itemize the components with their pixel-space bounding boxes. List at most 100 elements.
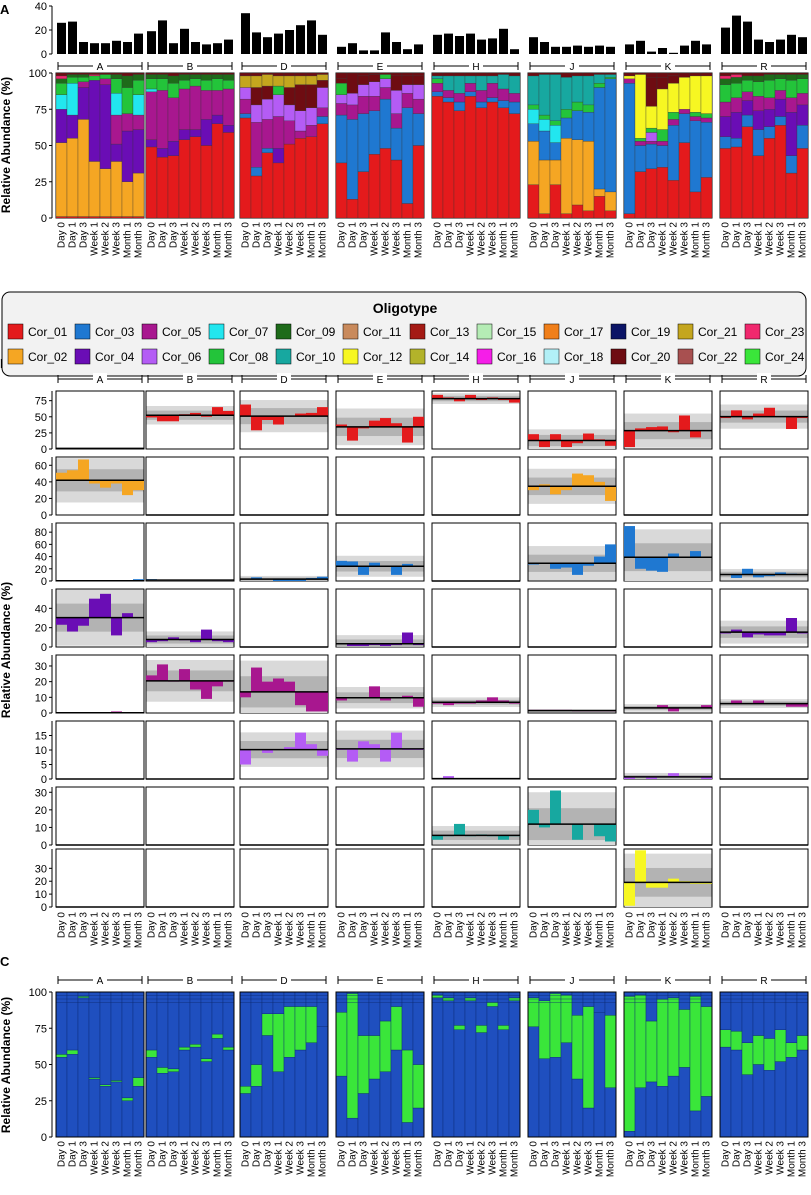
deviation-bar xyxy=(528,809,539,825)
panel-b-cell-cor_04-E xyxy=(335,588,425,648)
stack-seg-cor_08 xyxy=(763,80,776,98)
legend-label-cor_06: Cor_06 xyxy=(162,350,202,364)
stack-seg-cor_01 xyxy=(283,143,296,219)
minor-seg xyxy=(211,991,224,1035)
panel-b-cell-cor_03-K xyxy=(623,522,713,582)
stack-seg-cor_01 xyxy=(167,155,180,219)
deviation-bar xyxy=(731,574,742,578)
panel-b-subject-R: R xyxy=(721,373,807,386)
x-tick-label: Day 0 xyxy=(57,912,68,939)
subject-label-bg xyxy=(661,974,675,986)
stack-seg-cor_01 xyxy=(475,107,488,219)
stack-seg-cor_03 xyxy=(486,97,499,103)
legend-label-cor_02: Cor_02 xyxy=(28,350,68,364)
stack-seg-cor_06 xyxy=(261,98,274,120)
stack-seg-cor_01 xyxy=(55,216,68,219)
stack-seg-cor_03 xyxy=(357,113,370,172)
deviation-bar xyxy=(668,430,679,433)
cell-frame xyxy=(527,720,617,780)
highlight-seg xyxy=(486,1001,499,1007)
stack-seg-other xyxy=(261,72,274,75)
deviation-bar xyxy=(358,426,369,429)
deviation-bar xyxy=(157,664,168,681)
y-tick-label: 50 xyxy=(35,412,47,424)
x-tick-label: Week 1 xyxy=(370,1141,381,1175)
legend-label-cor_17: Cor_17 xyxy=(564,325,604,339)
deviation-bar xyxy=(605,824,616,842)
stack-seg-cor_05 xyxy=(294,130,307,139)
y-tick-label: 0 xyxy=(41,510,47,522)
stack-seg-cor_08 xyxy=(560,109,573,119)
total-bar xyxy=(414,44,423,54)
deviation-bar xyxy=(273,579,284,581)
deviation-bar xyxy=(572,473,583,487)
highlight-seg xyxy=(689,996,702,1112)
stack-seg-cor_03 xyxy=(316,116,329,124)
deviation-bar xyxy=(168,637,179,640)
stack-seg-cor_01 xyxy=(412,145,425,219)
highlight-seg xyxy=(305,1006,318,1043)
y-tick-label: 20 xyxy=(35,564,47,576)
deviation-bar xyxy=(679,415,690,431)
cell-frame xyxy=(239,522,329,582)
y-tick-label: 20 xyxy=(35,677,47,689)
deviation-bar xyxy=(295,413,306,417)
y-tick-label: 40 xyxy=(35,552,47,564)
stack-seg-cor_20 xyxy=(368,74,381,82)
stack-seg-cor_05 xyxy=(167,97,180,142)
deviation-bar xyxy=(89,598,100,618)
stack-seg-cor_03 xyxy=(442,97,455,103)
deviation-bar xyxy=(583,475,594,487)
y-tick-label: 10 xyxy=(35,822,47,834)
x-tick-label: Day 1 xyxy=(732,1141,743,1168)
stack-seg-cor_01 xyxy=(796,148,809,219)
x-tick-label: Day 3 xyxy=(551,1141,562,1168)
panel-b-cell-cor_12-H xyxy=(431,848,521,908)
legend-label-cor_10: Cor_10 xyxy=(296,350,336,364)
subject-label: E xyxy=(377,976,384,987)
subject-label: B xyxy=(187,375,194,386)
total-bar xyxy=(680,45,689,54)
stack-seg-other xyxy=(700,72,713,77)
major-seg xyxy=(239,1093,252,1138)
x-tick-label: Week 1 xyxy=(466,1141,477,1175)
x-tick-label: Day 0 xyxy=(529,222,540,249)
x-tick-label: Month 3 xyxy=(224,912,235,949)
deviation-bar xyxy=(380,748,391,762)
legend-label-cor_13: Cor_13 xyxy=(430,325,470,339)
stack-seg-cor_03 xyxy=(678,113,691,143)
highlight-seg xyxy=(261,1013,274,1036)
x-tick-label: Day 0 xyxy=(721,912,732,939)
deviation-bar xyxy=(223,639,234,643)
panel-c-subject-B: B xyxy=(147,974,233,987)
stack-seg-cor_02 xyxy=(99,168,112,217)
x-tick-label: Day 0 xyxy=(337,912,348,939)
stack-seg-cor_02 xyxy=(560,138,573,214)
stack-seg-cor_01 xyxy=(678,142,691,219)
stack-seg-cor_03 xyxy=(464,91,477,97)
deviation-bar xyxy=(476,700,487,703)
cell-frame xyxy=(623,786,713,846)
stack-seg-cor_07 xyxy=(132,94,145,116)
deviation-bar xyxy=(369,744,380,749)
stack-seg-other xyxy=(634,72,647,75)
deviation-bar xyxy=(657,557,668,572)
stack-seg-cor_04 xyxy=(99,84,112,169)
stack-seg-cor_21 xyxy=(261,74,274,87)
x-tick-label: Day 0 xyxy=(721,1141,732,1168)
stack-seg-cor_04 xyxy=(66,114,79,139)
y-tick-label: 60 xyxy=(35,460,47,472)
stack-seg-cor_09 xyxy=(121,75,134,88)
subject-label: E xyxy=(377,375,384,386)
stack-seg-cor_09 xyxy=(145,74,158,79)
deviation-bar xyxy=(731,629,742,633)
major-seg xyxy=(99,1086,112,1138)
x-tick-label: Week 3 xyxy=(296,912,307,946)
stack-seg-cor_04 xyxy=(77,87,90,120)
stack-seg-cor_05 xyxy=(110,114,123,145)
stack-seg-cor_12 xyxy=(689,75,702,113)
panel-c-stack-R xyxy=(719,991,809,1138)
stack-seg-cor_08 xyxy=(785,80,798,98)
total-bar xyxy=(765,42,774,54)
subject-label: D xyxy=(280,976,287,987)
